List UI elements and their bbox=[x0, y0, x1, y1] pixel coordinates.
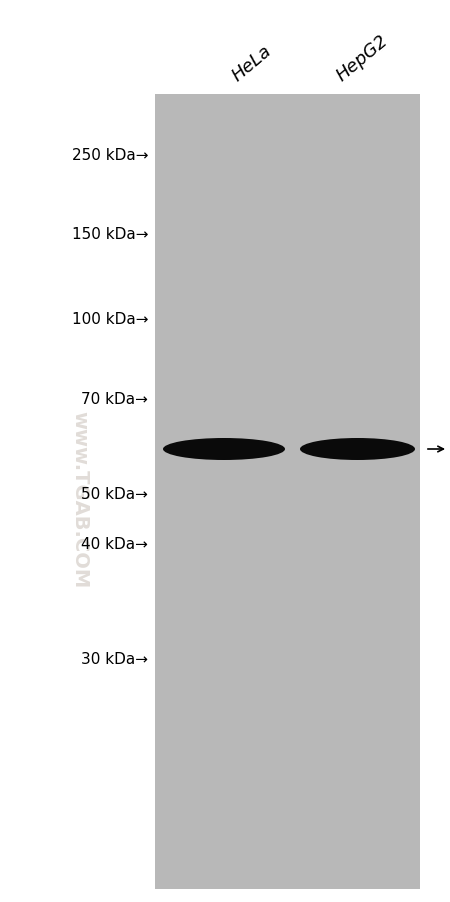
Text: 70 kDa→: 70 kDa→ bbox=[81, 392, 148, 407]
Text: HepG2: HepG2 bbox=[333, 32, 392, 85]
Ellipse shape bbox=[163, 438, 285, 461]
Text: 100 kDa→: 100 kDa→ bbox=[72, 312, 148, 327]
Text: www.TGAB.COM: www.TGAB.COM bbox=[71, 411, 90, 588]
Bar bbox=[155, 95, 420, 889]
Text: HeLa: HeLa bbox=[229, 41, 275, 85]
Text: 250 kDa→: 250 kDa→ bbox=[72, 147, 148, 162]
Text: 150 kDa→: 150 kDa→ bbox=[72, 227, 148, 243]
Text: 40 kDa→: 40 kDa→ bbox=[81, 537, 148, 552]
Text: 50 kDa→: 50 kDa→ bbox=[81, 487, 148, 502]
Text: 30 kDa→: 30 kDa→ bbox=[81, 652, 148, 667]
Ellipse shape bbox=[300, 438, 415, 461]
